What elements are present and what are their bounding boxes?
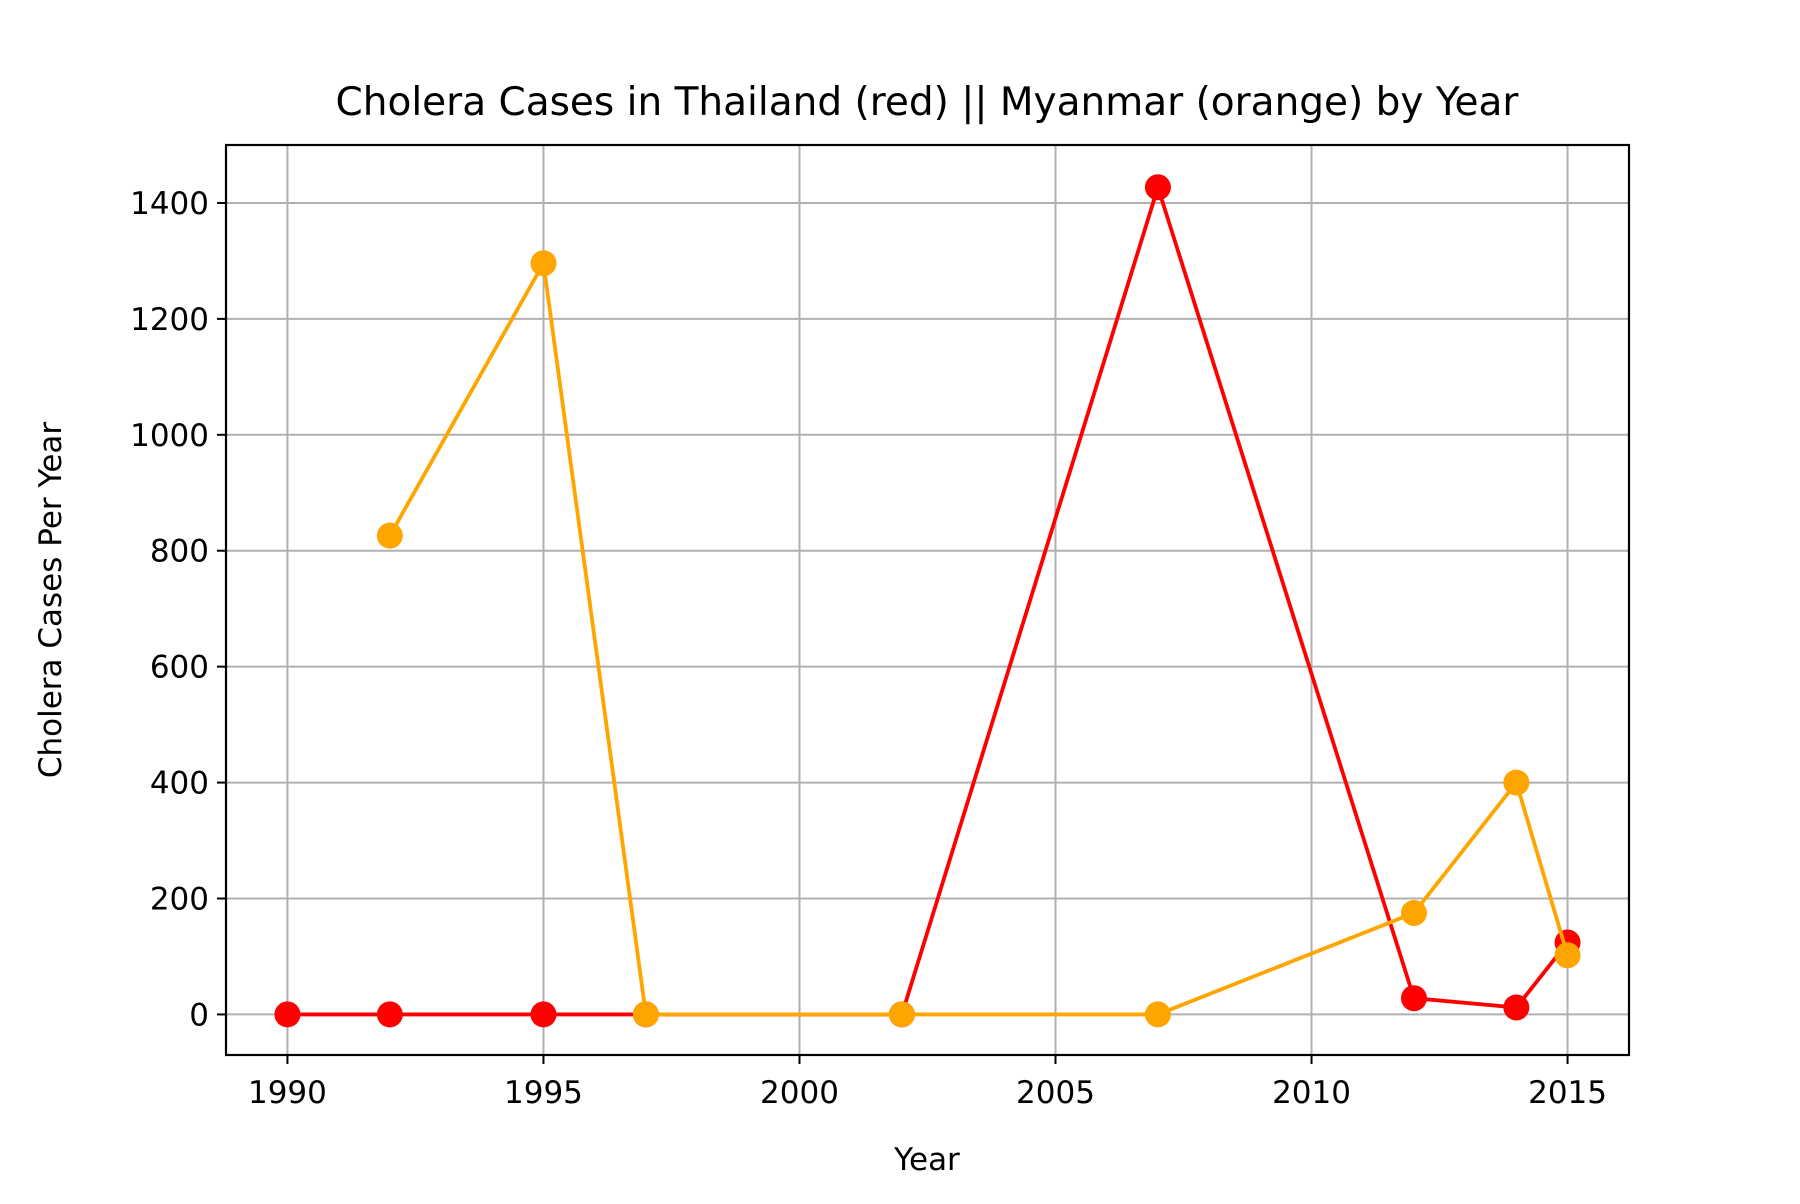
y-tick-label: 600	[150, 650, 209, 686]
series-layer	[274, 174, 1581, 1028]
x-axis-label: Year	[893, 1142, 960, 1178]
data-point	[530, 1001, 557, 1028]
data-point	[632, 1001, 659, 1028]
y-tick-label: 1000	[130, 418, 209, 454]
y-tick-label: 800	[150, 534, 209, 570]
data-point	[1400, 899, 1427, 926]
data-point	[1144, 174, 1171, 201]
data-point	[1144, 1001, 1171, 1028]
data-point	[530, 250, 557, 277]
series-1	[376, 250, 1581, 1028]
y-tick-label: 1400	[130, 186, 209, 222]
data-point	[1400, 985, 1427, 1012]
data-point	[376, 1001, 403, 1028]
x-tick-label: 2005	[1016, 1075, 1095, 1111]
x-tick-label: 2015	[1528, 1075, 1607, 1111]
y-tick-label: 400	[150, 766, 209, 802]
grid-lines	[226, 145, 1629, 1055]
chart-title: Cholera Cases in Thailand (red) || Myanm…	[336, 80, 1520, 125]
data-point	[1503, 994, 1530, 1021]
data-point	[888, 1001, 915, 1028]
data-point	[274, 1001, 301, 1028]
y-tick-label: 200	[150, 882, 209, 918]
y-tick-label: 1200	[130, 302, 209, 338]
y-tick-label: 0	[189, 997, 209, 1033]
data-point	[376, 522, 403, 549]
ticks: 1990 1995 2000 2005 2010 2015 0 200 400 600 800 100…	[130, 186, 1607, 1111]
x-tick-label: 2000	[760, 1075, 839, 1111]
data-point	[1554, 942, 1581, 969]
x-tick-label: 2010	[1272, 1075, 1351, 1111]
y-axis-label: Cholera Cases Per Year	[33, 422, 69, 779]
data-point	[1503, 769, 1530, 796]
series-line	[388, 261, 1570, 1017]
plot-frame	[224, 143, 1631, 1057]
x-tick-label: 1995	[504, 1075, 583, 1111]
x-tick-label: 1990	[248, 1075, 327, 1111]
